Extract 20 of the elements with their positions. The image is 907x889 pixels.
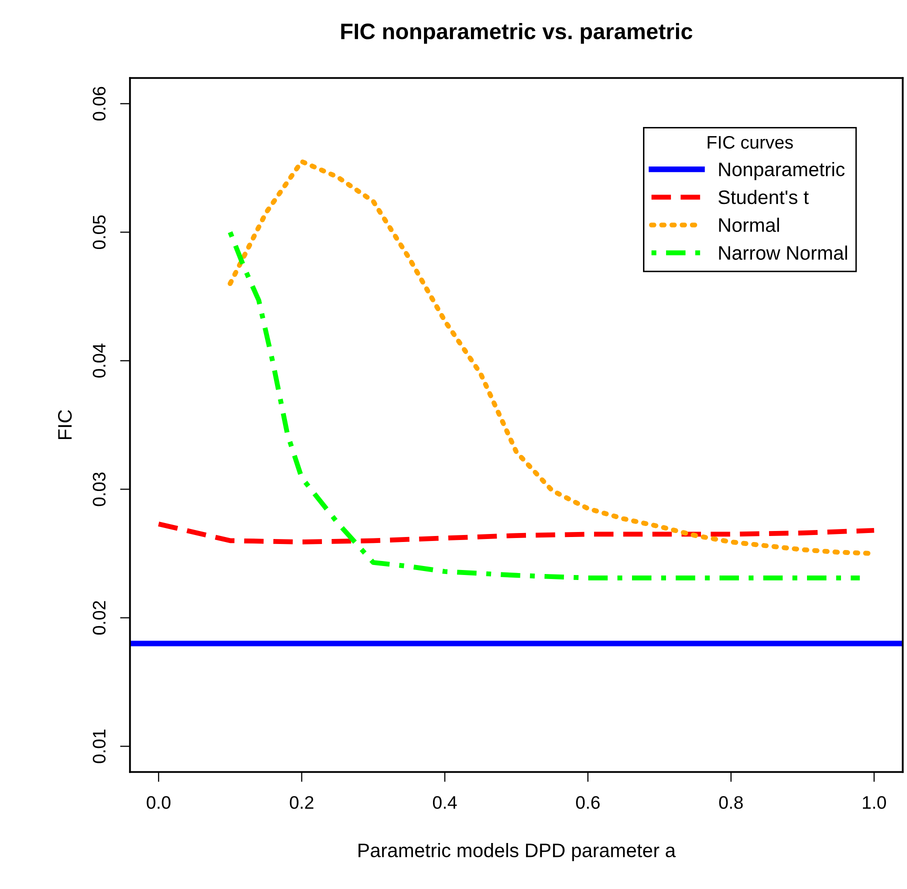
y-tick-label: 0.06 [92, 86, 106, 121]
x-axis-title: Parametric models DPD parameter a [358, 843, 676, 862]
y-tick-label: 0.04 [92, 344, 106, 378]
x-tick-label: 0.2 [290, 796, 314, 809]
y-axis-title: FIC [58, 410, 72, 440]
x-tick-label: 0.0 [146, 796, 170, 809]
legend-title: FIC curves [708, 136, 793, 149]
y-tick-label: 0.01 [92, 730, 106, 764]
legend-label: Student's t [718, 190, 809, 204]
chart-title: FIC nonparametric vs. parametric [341, 22, 692, 44]
legend-label: Normal [719, 218, 779, 232]
legend-label: Nonparametric [719, 162, 845, 180]
x-tick-label: 0.8 [719, 796, 743, 809]
y-tick-label: 0.05 [92, 215, 106, 250]
x-tick-label: 0.6 [576, 796, 600, 809]
x-tick-label: 0.4 [432, 796, 457, 809]
y-tick-label: 0.03 [92, 472, 106, 506]
legend-label: Narrow Normal [719, 246, 848, 260]
y-tick-label: 0.02 [92, 601, 106, 635]
x-tick-label: 1.0 [862, 796, 886, 809]
